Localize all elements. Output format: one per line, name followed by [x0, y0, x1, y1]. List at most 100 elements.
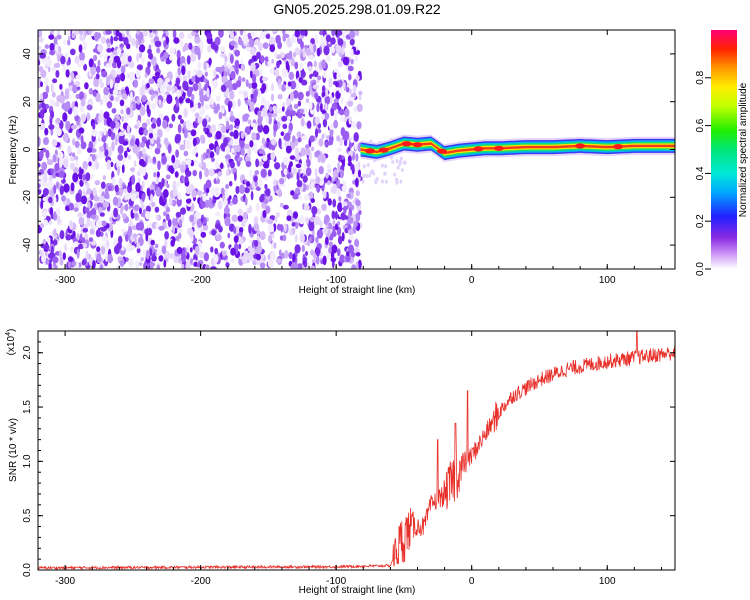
- noise-speckle: [117, 166, 120, 176]
- noise-speckle: [177, 123, 182, 134]
- noise-speckle: [65, 234, 72, 241]
- noise-speckle: [254, 239, 259, 248]
- noise-speckle: [224, 145, 231, 155]
- noise-speckle: [198, 82, 202, 91]
- noise-speckle: [249, 239, 253, 244]
- noise-speckle: [298, 194, 303, 201]
- noise-speckle: [73, 106, 78, 117]
- noise-speckle: [308, 221, 315, 232]
- noise-speckle: [178, 31, 185, 40]
- noise-speckle: [94, 180, 101, 186]
- noise-speckle: [287, 115, 292, 121]
- noise-speckle: [130, 91, 133, 102]
- noise-speckle: [341, 46, 345, 55]
- noise-speckle: [267, 254, 271, 261]
- noise-speckle: [38, 36, 44, 43]
- noise-speckle: [206, 87, 210, 98]
- noise-speckle: [314, 92, 319, 100]
- noise-speckle: [120, 30, 124, 34]
- noise-speckle: [156, 249, 163, 256]
- noise-speckle: [38, 137, 41, 147]
- noise-speckle: [161, 155, 167, 165]
- noise-speckle: [317, 154, 321, 163]
- noise-speckle: [324, 214, 330, 223]
- noise-speckle: [286, 173, 292, 179]
- noise-speckle: [140, 256, 145, 262]
- noise-speckle: [116, 160, 121, 170]
- noise-speckle: [301, 135, 307, 140]
- noise-speckle: [55, 182, 59, 190]
- noise-speckle: [117, 256, 123, 261]
- noise-speckle: [355, 199, 361, 207]
- noise-speckle: [113, 36, 119, 42]
- y-tick-label: 2.0: [22, 345, 33, 359]
- noise-speckle: [258, 42, 263, 52]
- noise-speckle: [358, 209, 362, 216]
- noise-speckle: [172, 188, 178, 197]
- signal-peak: [412, 142, 423, 148]
- signal-peak: [493, 145, 504, 151]
- noise-speckle: [328, 241, 333, 247]
- noise-speckle: [234, 138, 238, 145]
- noise-speckle: [319, 266, 326, 269]
- signal-peak: [473, 146, 484, 152]
- noise-speckle: [258, 149, 265, 154]
- noise-speckle: [196, 69, 203, 78]
- noise-speckle: [186, 244, 190, 253]
- noise-speckle: [177, 114, 182, 120]
- noise-speckle: [277, 187, 282, 198]
- noise-speckle: [86, 147, 93, 153]
- noise-speckle: [202, 152, 206, 160]
- noise-speckle: [38, 59, 41, 66]
- noise-speckle: [89, 228, 95, 235]
- noise-speckle: [247, 252, 254, 261]
- noise-speckle: [338, 154, 342, 162]
- noise-speckle: [77, 61, 81, 67]
- noise-speckle: [56, 30, 61, 36]
- noise-speckle: [149, 248, 153, 257]
- noise-speckle: [402, 160, 406, 165]
- noise-speckle: [347, 201, 353, 209]
- noise-speckle: [177, 192, 182, 201]
- noise-speckle: [131, 37, 136, 47]
- noise-speckle: [124, 150, 128, 158]
- noise-speckle: [355, 177, 359, 188]
- noise-speckle: [158, 99, 162, 106]
- noise-speckle: [320, 36, 324, 46]
- noise-speckle: [107, 128, 112, 137]
- noise-speckle: [331, 231, 337, 237]
- noise-speckle: [141, 203, 145, 209]
- noise-speckle: [138, 221, 145, 231]
- noise-speckle: [185, 260, 191, 269]
- noise-speckle: [125, 30, 130, 36]
- noise-speckle: [38, 66, 44, 72]
- noise-speckle: [219, 241, 225, 249]
- noise-speckle: [255, 202, 260, 212]
- noise-speckle: [299, 63, 304, 71]
- noise-speckle: [180, 164, 186, 174]
- noise-speckle: [356, 103, 363, 113]
- noise-speckle: [102, 201, 110, 208]
- noise-speckle: [355, 30, 360, 37]
- noise-speckle: [148, 89, 155, 95]
- noise-speckle: [147, 61, 151, 68]
- noise-speckle: [38, 189, 42, 195]
- noise-speckle: [329, 46, 336, 54]
- noise-speckle: [72, 84, 78, 94]
- noise-speckle: [192, 169, 197, 177]
- noise-speckle: [38, 44, 42, 51]
- noise-speckle: [300, 70, 306, 78]
- noise-speckle: [65, 100, 71, 111]
- noise-speckle: [78, 44, 83, 53]
- noise-speckle: [234, 171, 237, 181]
- noise-speckle: [107, 185, 112, 192]
- noise-speckle: [202, 118, 208, 128]
- noise-speckle: [256, 51, 261, 59]
- noise-speckle: [172, 161, 178, 169]
- noise-speckle: [303, 160, 307, 171]
- noise-speckle: [261, 137, 266, 145]
- noise-speckle: [155, 222, 160, 229]
- noise-speckle: [343, 215, 349, 220]
- noise-speckle: [95, 73, 100, 80]
- x-tick-label: -300: [55, 576, 75, 587]
